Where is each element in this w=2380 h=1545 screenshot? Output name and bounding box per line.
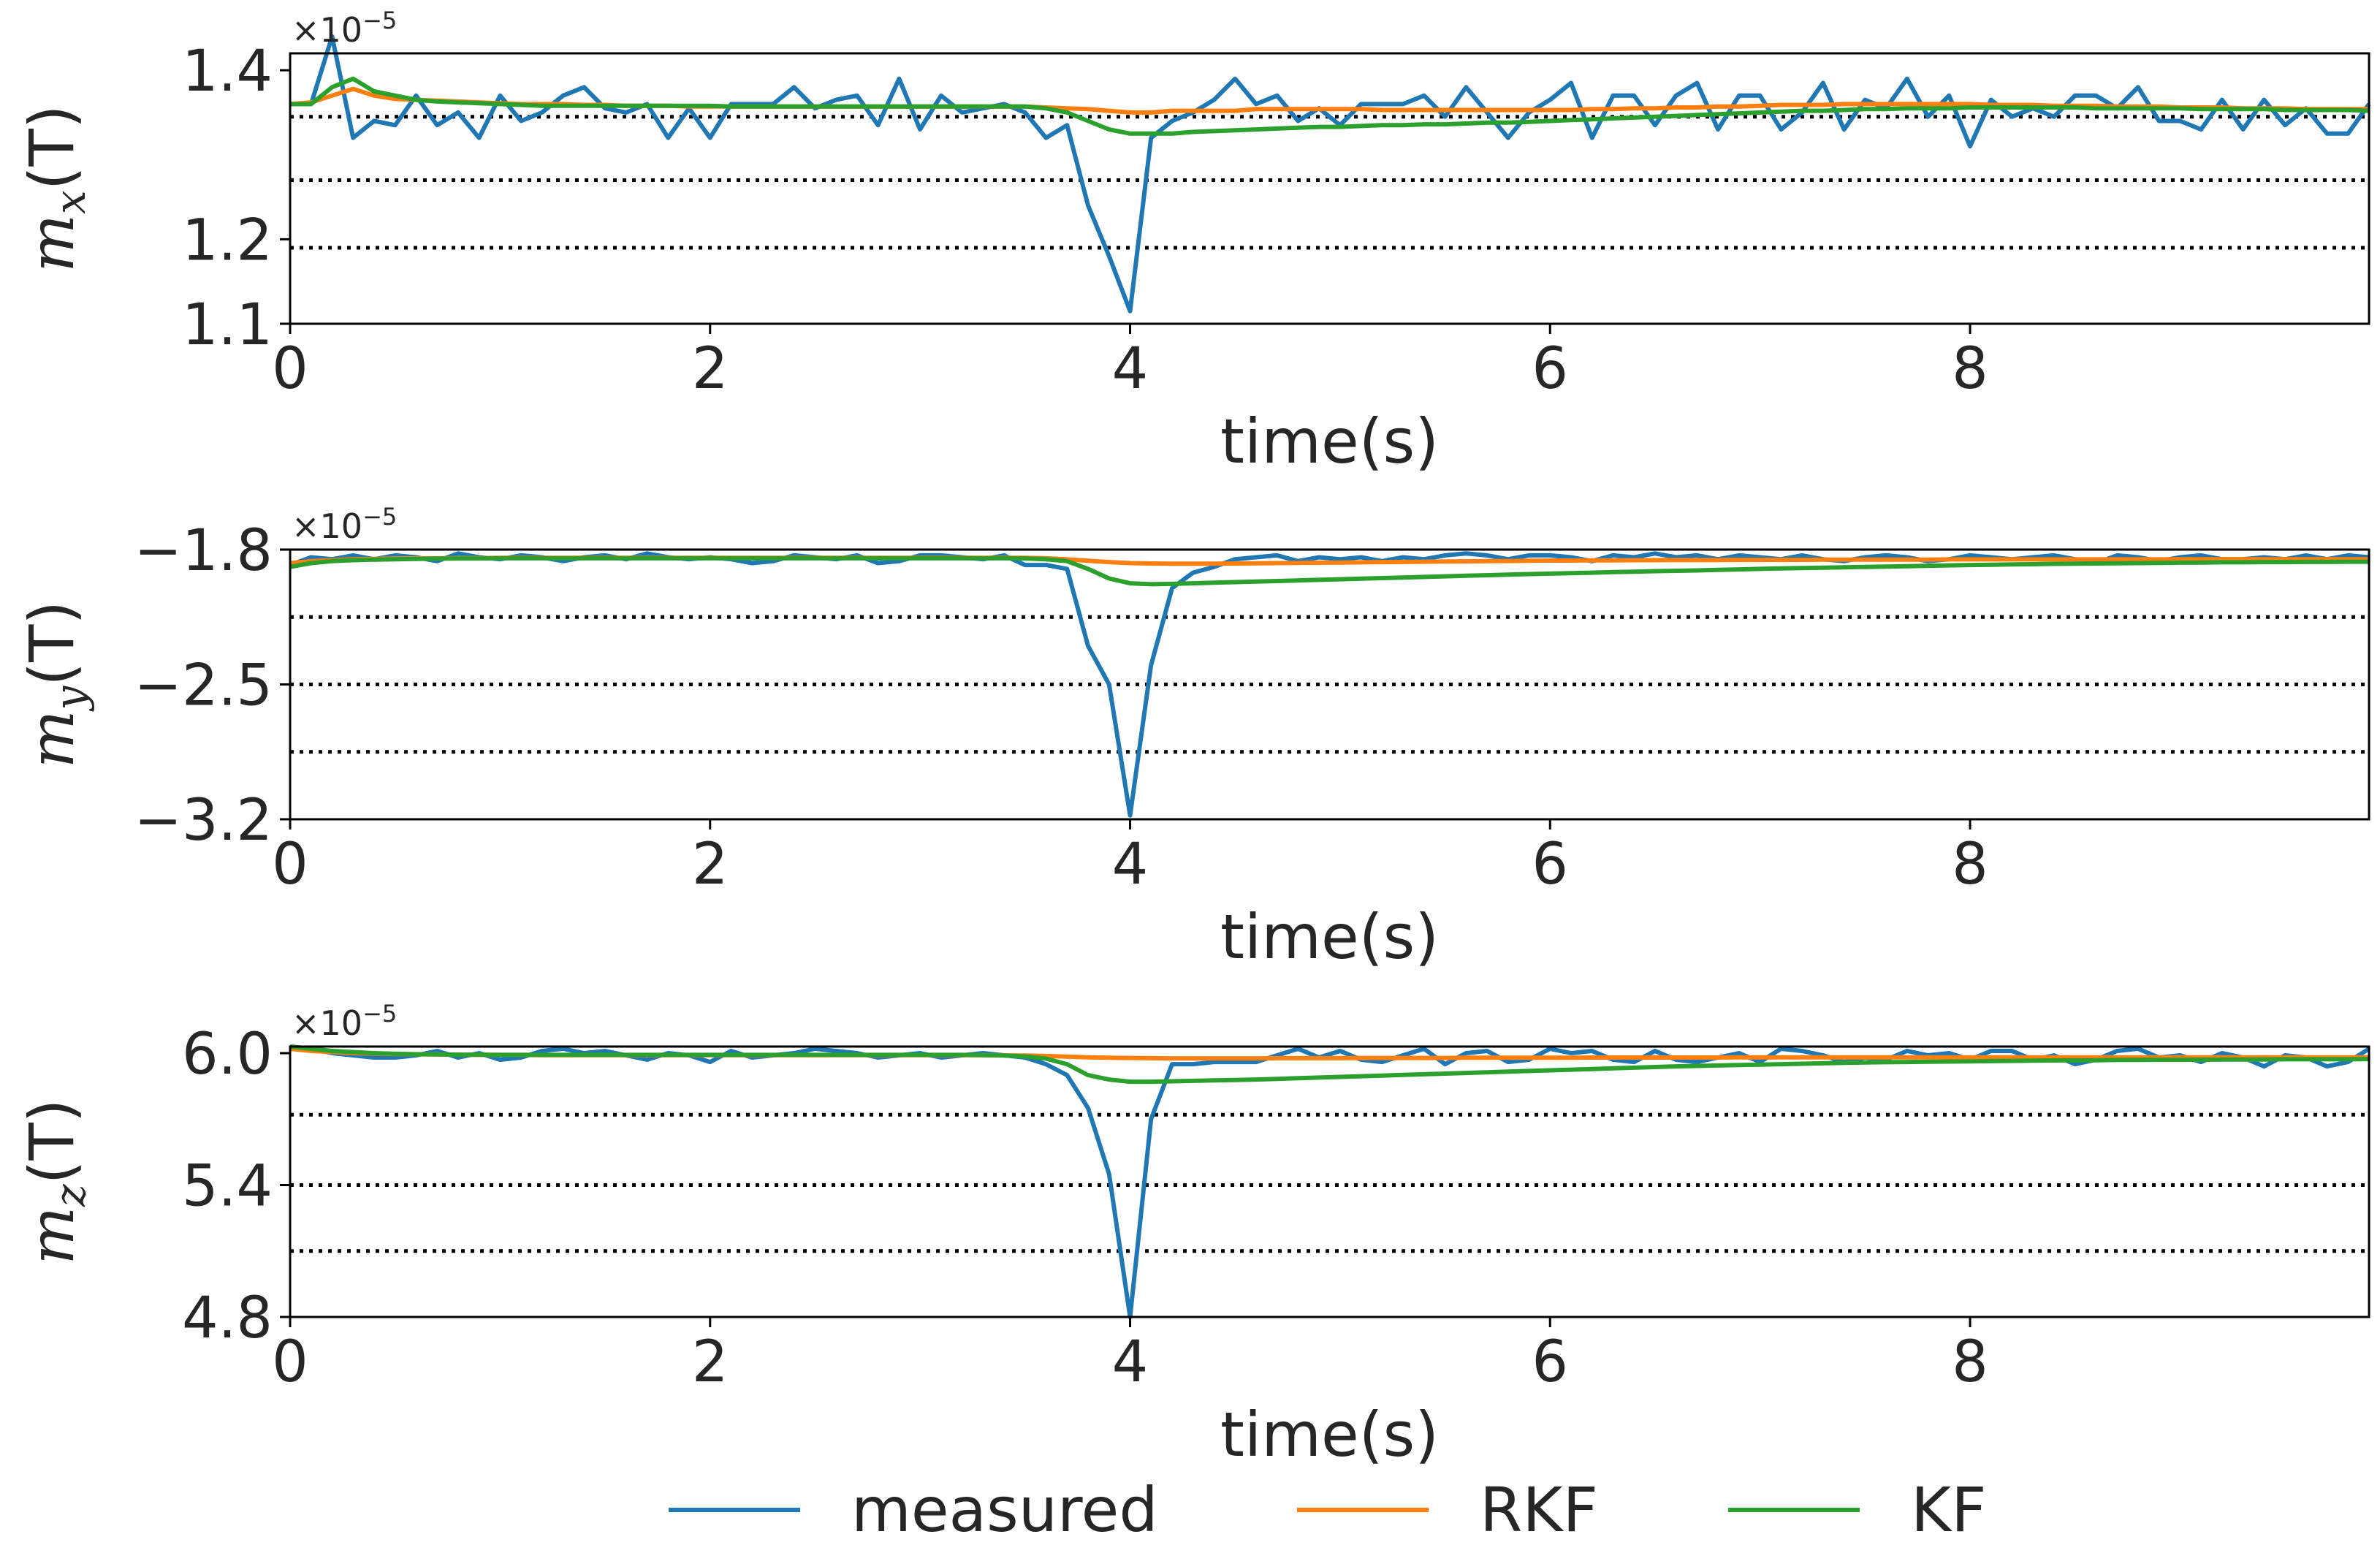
x-tick-label: 0 (272, 832, 308, 897)
legend: measured RKF KF (669, 1474, 1986, 1545)
x-axis-label: time(s) (1220, 901, 1439, 973)
series-line-kf (289, 1044, 2370, 1085)
x-tick-label: 0 (272, 336, 308, 402)
x-tick-label: 6 (1532, 832, 1568, 897)
plot-frame (289, 1045, 2371, 1318)
x-tick-label: 4 (1112, 832, 1149, 897)
legend-label-kf: KF (1911, 1474, 1986, 1545)
x-tick-label: 0 (272, 1329, 308, 1395)
y-tick-label: 5.4 (182, 1154, 273, 1220)
series-line-measured (290, 34, 2371, 314)
y-tick-label: 4.8 (182, 1286, 273, 1351)
y-tick-label: 1.4 (182, 39, 273, 105)
x-tick-label: 2 (692, 832, 729, 897)
x-axis-label: time(s) (1220, 1399, 1439, 1470)
y-axis-label: mx(T) (16, 105, 95, 272)
x-tick-label: 2 (692, 336, 729, 402)
y-tick-label: 1.1 (182, 292, 273, 358)
axis-offset-text: ×10−5 (292, 503, 397, 546)
x-tick-label: 4 (1112, 336, 1149, 402)
y-tick-label: −1.8 (134, 518, 273, 584)
subplot-y: 0 2 4 6 8 −3.2 −2.5 −1.8 ×10−5 time(s) my(T) (16, 503, 2371, 973)
y-axis-label: mz(T) (16, 1098, 95, 1264)
x-axis-label: time(s) (1220, 406, 1439, 477)
x-tick-label: 6 (1532, 1329, 1568, 1395)
subplot-x: 0 2 4 6 8 1.1 1.2 1.4 ×10−5 time(s) mx(T) (16, 7, 2371, 477)
y-tick-label: −3.2 (134, 788, 273, 854)
x-tick-label: 2 (692, 1329, 729, 1395)
x-tick-label: 6 (1532, 336, 1568, 402)
y-tick-label: 1.2 (182, 208, 273, 273)
axis-offset-text: ×10−5 (292, 7, 397, 50)
legend-label-rkf: RKF (1480, 1474, 1598, 1545)
legend-label-measured: measured (851, 1474, 1158, 1545)
axis-offset-text: ×10−5 (292, 1000, 397, 1043)
series-line-measured (289, 1044, 2371, 1319)
y-tick-label: 6.0 (182, 1022, 273, 1087)
x-tick-label: 8 (1952, 336, 1988, 402)
series-line-kf (289, 555, 2369, 587)
series-line-kf (290, 76, 2370, 136)
y-axis-label: my(T) (16, 601, 95, 768)
x-tick-label: 4 (1112, 1329, 1149, 1395)
x-tick-label: 8 (1952, 1329, 1988, 1395)
x-tick-label: 8 (1952, 832, 1988, 897)
plot-frame (289, 52, 2371, 325)
y-tick-label: −2.5 (134, 653, 273, 719)
subplot-z: 0 2 4 6 8 4.8 5.4 6.0 ×10−5 time(s) mz(T) (16, 1000, 2371, 1470)
